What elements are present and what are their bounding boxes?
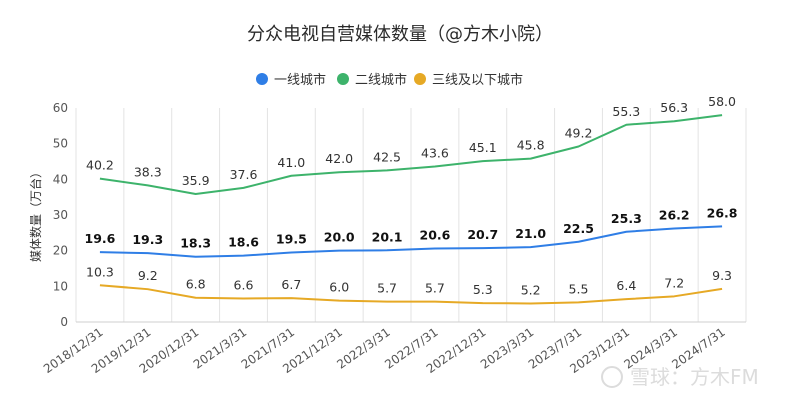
data-label: 26.8 xyxy=(707,205,738,220)
data-label: 6.8 xyxy=(186,277,206,292)
snowball-logo-icon xyxy=(601,366,623,388)
legend-marker xyxy=(337,73,349,85)
data-label: 6.7 xyxy=(281,277,301,292)
data-label: 56.3 xyxy=(660,100,688,115)
data-label: 22.5 xyxy=(563,221,594,236)
data-label: 19.6 xyxy=(85,231,116,246)
data-label: 35.9 xyxy=(182,173,210,188)
data-label: 37.6 xyxy=(230,167,258,182)
data-label: 9.3 xyxy=(712,268,732,283)
data-label: 18.6 xyxy=(228,235,259,250)
x-axis-ticks: 2018/12/312019/12/312020/12/312021/3/312… xyxy=(41,325,728,376)
grid xyxy=(75,108,747,323)
data-label: 20.0 xyxy=(324,230,355,245)
series-lines xyxy=(99,114,723,305)
data-label: 42.5 xyxy=(373,149,401,164)
y-axis-ticks: 0 10 20 30 40 50 60 xyxy=(53,101,68,329)
y-tick-label: 10 xyxy=(53,279,68,293)
data-label: 38.3 xyxy=(134,164,162,179)
data-label: 55.3 xyxy=(612,104,640,119)
y-tick-label: 40 xyxy=(53,172,68,186)
data-label: 26.2 xyxy=(659,208,690,223)
data-label: 5.7 xyxy=(425,281,445,296)
data-label: 20.7 xyxy=(467,227,498,242)
data-label: 43.6 xyxy=(421,145,449,160)
chart-title: 分众电视自营媒体数量（@方木小院） xyxy=(247,24,553,45)
data-label: 5.3 xyxy=(473,282,493,297)
data-label: 5.5 xyxy=(569,281,589,296)
watermark-text: 雪球：方木FM xyxy=(630,365,759,389)
data-label: 49.2 xyxy=(565,126,593,141)
data-label: 18.3 xyxy=(180,236,211,251)
y-tick-label: 50 xyxy=(53,137,68,151)
data-label: 20.6 xyxy=(420,228,451,243)
legend-label: 二线城市 xyxy=(355,72,407,88)
y-tick-label: 20 xyxy=(53,244,68,258)
data-label: 5.2 xyxy=(521,282,541,297)
y-tick-label: 0 xyxy=(60,315,68,329)
data-label: 9.2 xyxy=(138,268,158,283)
data-label: 40.2 xyxy=(86,158,114,173)
data-label: 19.3 xyxy=(132,232,163,247)
data-label: 6.4 xyxy=(616,278,636,293)
series-line xyxy=(99,284,723,305)
x-tick-label: 2023/3/31 xyxy=(478,325,536,372)
y-tick-label: 60 xyxy=(53,101,68,115)
series-line xyxy=(99,114,723,195)
y-tick-label: 30 xyxy=(53,208,68,222)
data-label: 45.8 xyxy=(517,138,545,153)
data-label: 7.2 xyxy=(664,275,684,290)
data-label: 41.0 xyxy=(277,155,305,170)
data-label: 19.5 xyxy=(276,231,307,246)
legend: 一线城市 二线城市 三线及以下城市 xyxy=(256,72,523,88)
data-labels: 19.6 19.3 18.3 18.6 19.5 20.0 20.1 20.6 20.7 21.0… xyxy=(85,94,738,297)
data-label: 6.6 xyxy=(234,277,254,292)
data-label: 25.3 xyxy=(611,211,642,226)
data-label: 20.1 xyxy=(372,229,403,244)
watermark: 雪球：方木FM xyxy=(601,365,759,389)
legend-label: 三线及以下城市 xyxy=(432,72,523,88)
data-label: 42.0 xyxy=(325,151,353,166)
data-label: 58.0 xyxy=(708,94,736,109)
data-label: 45.1 xyxy=(469,140,497,155)
data-label: 10.3 xyxy=(86,264,114,279)
series-line xyxy=(99,225,723,258)
legend-marker xyxy=(414,73,426,85)
x-tick-label: 2022/3/31 xyxy=(334,325,392,372)
data-label: 5.7 xyxy=(377,281,397,296)
data-label: 21.0 xyxy=(515,226,546,241)
x-tick-label: 2021/3/31 xyxy=(191,325,249,372)
legend-label: 一线城市 xyxy=(274,72,326,88)
y-axis-label: 媒体数量（万台） xyxy=(28,166,43,262)
data-label: 6.0 xyxy=(329,280,349,295)
legend-marker xyxy=(256,73,268,85)
